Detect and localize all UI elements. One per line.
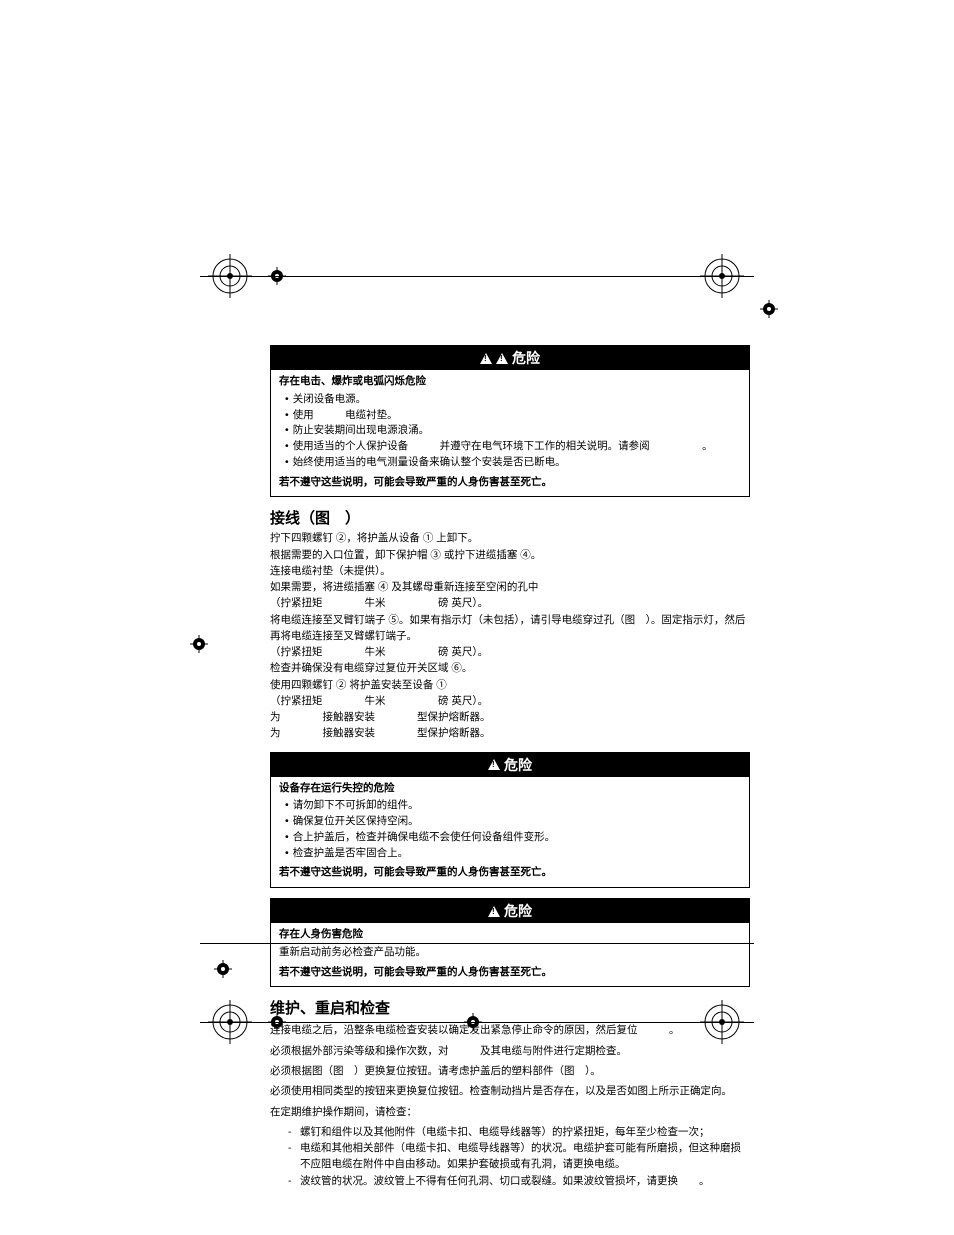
warning-icon: [496, 353, 508, 364]
wiring-step: （拧紧扭矩 牛米 磅 英尺）。: [270, 644, 750, 660]
wiring-step: 根据需要的入口位置，卸下保护帽 ③ 或拧下进缆插塞 ④。: [270, 547, 750, 563]
maint-p1: 连接电缆之后，沿整条电缆检查安装以确定发出紧急停止命令的原因，然后复位 。: [270, 1022, 750, 1038]
danger-title-1: 存在电击、爆炸或电弧闪烁危险: [279, 374, 741, 390]
crosshair-3: [190, 635, 208, 653]
crosshair-6: [214, 960, 232, 978]
danger-title-2: 设备存在运行失控的危险: [279, 781, 741, 797]
danger-item: 防止安装期间出现电源浪涌。: [285, 423, 741, 439]
danger-body-1: 存在电击、爆炸或电弧闪烁危险 关闭设备电源。 使用 电缆衬垫。 防止安装期间出现…: [271, 370, 749, 496]
danger-header-3: 危险: [271, 899, 749, 923]
danger-item: 使用 电缆衬垫。: [285, 408, 741, 424]
maint-sub: 波纹管的状况。波纹管上不得有任何孔洞、切口或裂缝。如果波纹管损坏，请更换 。: [300, 1173, 750, 1189]
wiring-step: 使用四颗螺钉 ② 将护盖安装至设备 ①: [270, 677, 750, 693]
danger-list-2: 请勿卸下不可拆卸的组件。 确保复位开关区保持空闲。 合上护盖后，检查并确保电缆不…: [279, 798, 741, 861]
guide-line-top: [200, 276, 754, 277]
wiring-step: （拧紧扭矩 牛米 磅 英尺）。: [270, 693, 750, 709]
warning-icon: [480, 353, 492, 364]
danger-header-2: 危险: [271, 753, 749, 777]
maint-p3: 必须根据图（图 ）更换复位按钮。请考虑护盖后的塑料部件（图 ）。: [270, 1063, 750, 1079]
page-content: 危险 存在电击、爆炸或电弧闪烁危险 关闭设备电源。 使用 电缆衬垫。 防止安装期…: [270, 345, 750, 1189]
danger-label: 危险: [504, 755, 532, 775]
danger-label: 危险: [504, 901, 532, 921]
maint-p2: 必须根据外部污染等级和操作次数，对 及其电缆与附件进行定期检查。: [270, 1043, 750, 1059]
maint-p5: 在定期维护操作期间，请检查：: [270, 1104, 750, 1120]
maint-p4: 必须使用相同类型的按钮来更换复位按钮。检查制动挡片是否存在，以及是否如图上所示正…: [270, 1083, 750, 1099]
danger-foot-2: 若不遵守这些说明，可能会导致严重的人身伤害甚至死亡。: [279, 865, 741, 881]
danger-list-1: 关闭设备电源。 使用 电缆衬垫。 防止安装期间出现电源浪涌。 使用适当的个人保护…: [279, 392, 741, 471]
wiring-step: 将电缆连接至叉臂钉端子 ⑤。如果有指示灯（未包括），请引导电缆穿过孔（图 ）。固…: [270, 612, 750, 645]
danger-item: 确保复位开关区保持空闲。: [285, 814, 741, 830]
danger-box-2: 危险 设备存在运行失控的危险 请勿卸下不可拆卸的组件。 确保复位开关区保持空闲。…: [270, 752, 750, 889]
danger-item: 检查护盖是否牢固合上。: [285, 846, 741, 862]
wiring-step: 为 接触器安装 型保护熔断器。: [270, 709, 750, 725]
maint-heading: 维护、重启和检查: [270, 997, 750, 1018]
warning-icon: [488, 759, 500, 770]
warning-icon: [488, 906, 500, 917]
wiring-step: 检查并确保没有电缆穿过复位开关区域 ⑥。: [270, 660, 750, 676]
danger-header-1: 危险: [271, 346, 749, 370]
danger-body-2: 设备存在运行失控的危险 请勿卸下不可拆卸的组件。 确保复位开关区保持空闲。 合上…: [271, 777, 749, 888]
danger-item: 始终使用适当的电气测量设备来确认整个安装是否已断电。: [285, 455, 741, 471]
wiring-step: 为 接触器安装 型保护熔断器。: [270, 725, 750, 741]
danger-item: 使用适当的个人保护设备 并遵守在电气环境下工作的相关说明。请参阅 。: [285, 439, 741, 455]
danger-title-3: 存在人身伤害危险: [279, 927, 741, 943]
danger-box-1: 危险 存在电击、爆炸或电弧闪烁危险 关闭设备电源。 使用 电缆衬垫。 防止安装期…: [270, 345, 750, 497]
maint-sublist: 螺钉和组件以及其他附件（电缆卡扣、电缆导线器等）的拧紧扭矩，每年至少检查一次； …: [270, 1124, 750, 1189]
danger-body-3: 存在人身伤害危险 重新启动前务必检查产品功能。 若不遵守这些说明，可能会导致严重…: [271, 923, 749, 986]
maint-sub: 电缆和其他相关部件（电缆卡扣、电缆导线器等）的状况。电缆护套可能有所磨损，但这种…: [300, 1140, 750, 1173]
wiring-step: 拧下四颗螺钉 ②，将护盖从设备 ① 上卸下。: [270, 530, 750, 546]
danger-item: 请勿卸下不可拆卸的组件。: [285, 798, 741, 814]
maint-sub: 螺钉和组件以及其他附件（电缆卡扣、电缆导线器等）的拧紧扭矩，每年至少检查一次；: [300, 1124, 750, 1140]
danger-item: 关闭设备电源。: [285, 392, 741, 408]
danger-label: 危险: [512, 348, 540, 368]
wiring-step: （拧紧扭矩 牛米 磅 英尺）。: [270, 595, 750, 611]
danger-text-3: 重新启动前务必检查产品功能。: [279, 945, 741, 961]
danger-item: 合上护盖后，检查并确保电缆不会使任何设备组件变形。: [285, 830, 741, 846]
crosshair-2: [760, 300, 778, 318]
wiring-steps: 拧下四颗螺钉 ②，将护盖从设备 ① 上卸下。 根据需要的入口位置，卸下保护帽 ③…: [270, 530, 750, 741]
wiring-step: 连接电缆衬垫（未提供）。: [270, 563, 750, 579]
wiring-step: 如果需要，将进缆插塞 ④ 及其螺母重新连接至空闲的孔中: [270, 579, 750, 595]
danger-box-3: 危险 存在人身伤害危险 重新启动前务必检查产品功能。 若不遵守这些说明，可能会导…: [270, 898, 750, 987]
danger-foot-3: 若不遵守这些说明，可能会导致严重的人身伤害甚至死亡。: [279, 965, 741, 981]
wiring-heading: 接线（图 ）: [270, 507, 750, 528]
danger-foot-1: 若不遵守这些说明，可能会导致严重的人身伤害甚至死亡。: [279, 475, 741, 491]
